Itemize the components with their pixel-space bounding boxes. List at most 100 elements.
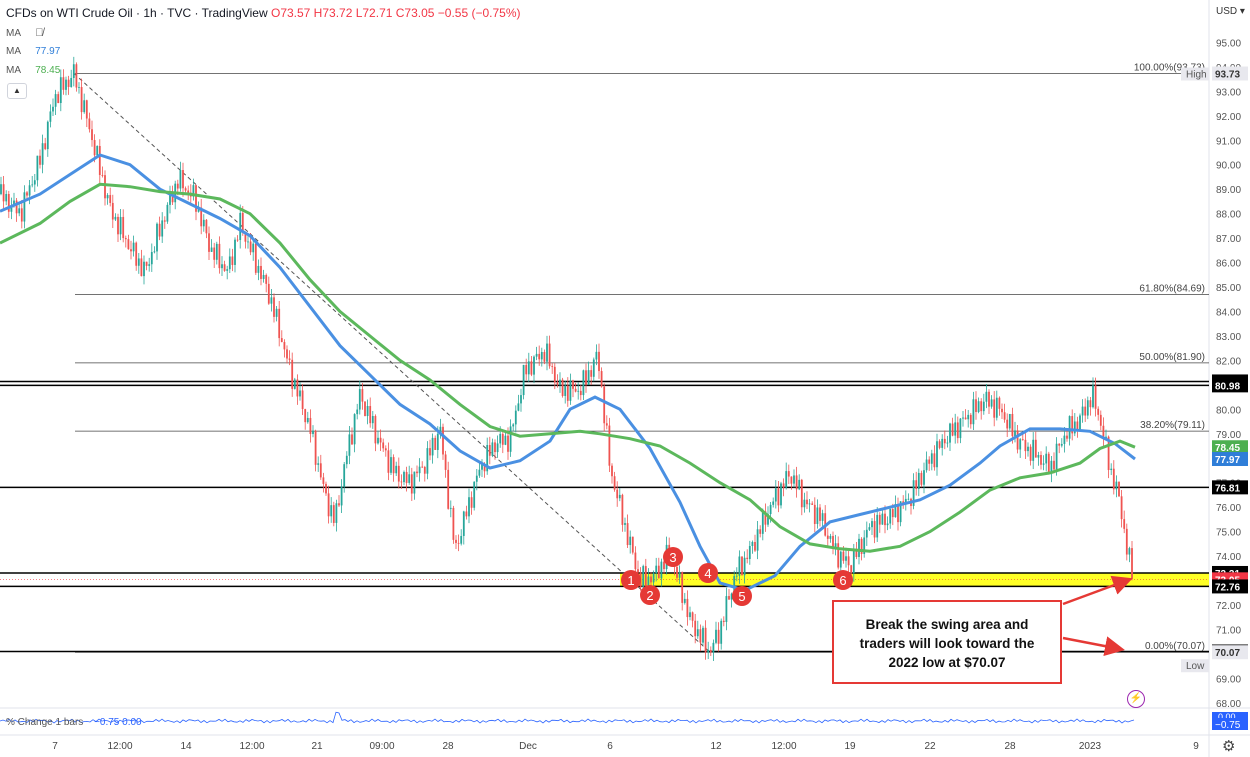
candle-body bbox=[598, 351, 600, 372]
candle-body bbox=[631, 536, 634, 553]
candle-body bbox=[72, 64, 75, 78]
candle-body bbox=[811, 503, 814, 505]
candle-body bbox=[629, 536, 632, 546]
swing-point-marker bbox=[663, 547, 683, 567]
candle-body bbox=[735, 575, 738, 577]
candle-body bbox=[187, 190, 190, 193]
candle-body bbox=[390, 457, 392, 473]
candle-body bbox=[98, 145, 101, 175]
y-tick-label: 74.00 bbox=[1216, 552, 1241, 563]
candle-body bbox=[725, 596, 728, 622]
candle-body bbox=[299, 390, 301, 397]
candle-body bbox=[592, 359, 595, 377]
x-tick-label: 28 bbox=[442, 741, 454, 752]
candle-body bbox=[907, 498, 910, 500]
candle-body bbox=[964, 417, 967, 420]
eye-crossed-icon[interactable]: 👁̸ bbox=[35, 27, 44, 39]
candle-body bbox=[917, 472, 920, 489]
candle-body bbox=[85, 100, 88, 119]
ohlc-values: O73.57 H73.72 L72.71 C73.05 −0.55 (−0.75… bbox=[270, 6, 521, 20]
candle-body bbox=[1076, 421, 1079, 430]
candle-body bbox=[465, 511, 468, 517]
lightning-icon[interactable]: ⚡ bbox=[1127, 690, 1145, 708]
candle-body bbox=[280, 338, 283, 343]
candle-body bbox=[1021, 439, 1024, 441]
candle-body bbox=[995, 397, 998, 418]
candle-body bbox=[117, 216, 119, 235]
candle-body bbox=[447, 469, 450, 509]
candle-body bbox=[962, 417, 964, 419]
y-tick-label: 88.00 bbox=[1216, 210, 1241, 221]
candle-body bbox=[335, 503, 338, 523]
candle-body bbox=[7, 193, 10, 212]
candle-body bbox=[288, 358, 291, 360]
candle-body bbox=[322, 477, 325, 484]
x-tick-label: 12:00 bbox=[771, 741, 796, 752]
candle-body bbox=[577, 390, 580, 392]
swing-point-number: 3 bbox=[669, 550, 676, 565]
gear-icon[interactable]: ⚙ bbox=[1222, 738, 1236, 755]
candle-body bbox=[208, 233, 210, 252]
ma-blue-row[interactable]: MA 77.97 bbox=[6, 46, 60, 57]
candle-body bbox=[1073, 421, 1076, 434]
pct-axis-tag bbox=[1212, 718, 1248, 730]
candle-body bbox=[993, 399, 996, 418]
candle-body bbox=[499, 433, 502, 444]
x-tick-label: 21 bbox=[311, 741, 323, 752]
candle-body bbox=[457, 542, 460, 544]
annotation-box[interactable]: Break the swing area and traders will lo… bbox=[832, 600, 1062, 684]
candle-body bbox=[652, 573, 655, 583]
candle-body bbox=[928, 459, 931, 464]
candle-body bbox=[109, 195, 112, 203]
candle-body bbox=[400, 481, 403, 483]
candle-body bbox=[1042, 463, 1045, 465]
candle-body bbox=[793, 475, 795, 484]
candle-body bbox=[540, 352, 543, 360]
fib-level-label: 100.00%(93.73) bbox=[1134, 63, 1205, 74]
swing-point-number: 6 bbox=[839, 573, 846, 588]
ma-green-row[interactable]: MA 78.45 bbox=[6, 65, 60, 76]
candle-body bbox=[517, 403, 520, 411]
swing-point-number: 5 bbox=[738, 589, 745, 604]
candle-body bbox=[876, 514, 879, 538]
candle-body bbox=[889, 509, 892, 524]
ma-hidden-row[interactable]: MA 👁̸ bbox=[6, 27, 43, 39]
candle-body bbox=[1120, 496, 1123, 520]
candle-body bbox=[488, 445, 491, 456]
symbol-title[interactable]: CFDs on WTI Crude Oil · 1h · TVC · Tradi… bbox=[6, 6, 268, 20]
candle-body bbox=[520, 395, 522, 404]
candle-body bbox=[46, 121, 49, 150]
price-tag-text: 76.81 bbox=[1215, 483, 1240, 494]
candle-body bbox=[345, 455, 348, 465]
candle-body bbox=[613, 476, 616, 490]
candle-body bbox=[608, 425, 611, 466]
candle-body bbox=[132, 242, 135, 252]
candle-body bbox=[884, 513, 886, 526]
candle-body bbox=[1084, 406, 1087, 416]
candle-body bbox=[1011, 413, 1014, 437]
swing-area-zone bbox=[620, 572, 1209, 587]
candle-body bbox=[525, 364, 528, 375]
candle-body bbox=[1019, 439, 1022, 450]
candle-body bbox=[449, 507, 452, 509]
arrow-to-swing bbox=[1062, 575, 1133, 606]
collapse-legend-button[interactable]: ▲ bbox=[7, 83, 27, 99]
price-tag bbox=[1212, 579, 1248, 594]
candle-body bbox=[101, 174, 104, 176]
fib-level-label: 50.00%(81.90) bbox=[1139, 352, 1205, 363]
candle-body bbox=[1008, 413, 1011, 429]
candle-body bbox=[18, 208, 21, 214]
candle-body bbox=[0, 184, 2, 195]
x-tick-label: 12 bbox=[710, 741, 722, 752]
candle-body bbox=[767, 514, 769, 525]
candle-body bbox=[720, 620, 723, 644]
candle-body bbox=[774, 488, 777, 502]
candle-body bbox=[421, 466, 424, 468]
candle-body bbox=[239, 212, 242, 240]
candle-body bbox=[1016, 430, 1019, 450]
candle-body bbox=[564, 385, 567, 396]
candle-body bbox=[1055, 443, 1058, 470]
candle-body bbox=[923, 470, 925, 485]
currency-selector[interactable]: USD ▾ bbox=[1216, 6, 1245, 17]
